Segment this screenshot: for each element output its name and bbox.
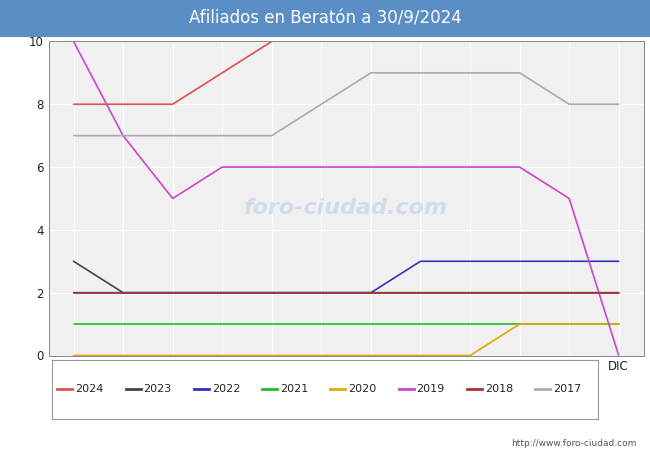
Text: 2021: 2021 bbox=[280, 384, 308, 394]
Text: 2020: 2020 bbox=[348, 384, 376, 394]
Text: http://www.foro-ciudad.com: http://www.foro-ciudad.com bbox=[512, 439, 637, 448]
Text: 2022: 2022 bbox=[212, 384, 240, 394]
Text: 2017: 2017 bbox=[553, 384, 581, 394]
Text: foro-ciudad.com: foro-ciudad.com bbox=[244, 198, 448, 218]
Text: 2023: 2023 bbox=[144, 384, 172, 394]
Text: 2018: 2018 bbox=[485, 384, 513, 394]
Text: Afiliados en Beratón a 30/9/2024: Afiliados en Beratón a 30/9/2024 bbox=[188, 9, 462, 27]
Text: 2024: 2024 bbox=[75, 384, 103, 394]
Text: 2019: 2019 bbox=[417, 384, 445, 394]
